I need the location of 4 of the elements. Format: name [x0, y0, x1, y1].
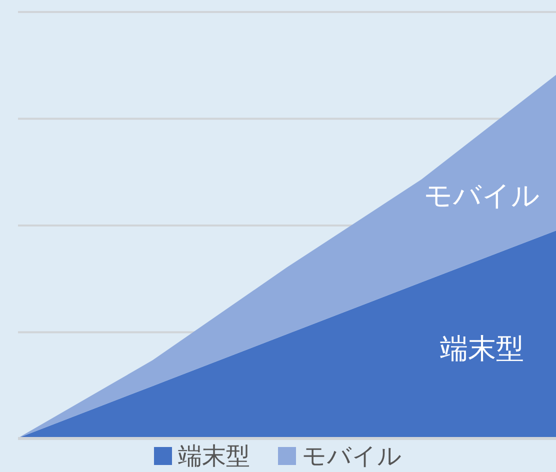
text: 端末型	[440, 332, 524, 366]
legend-label: 端末型	[177, 442, 250, 470]
text: モバイル	[424, 179, 540, 212]
legend-label: モバイル	[301, 442, 402, 470]
